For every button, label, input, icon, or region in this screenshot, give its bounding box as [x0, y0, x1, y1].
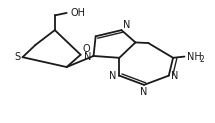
Text: N: N	[171, 71, 178, 81]
Text: S: S	[14, 52, 20, 62]
Text: N: N	[84, 52, 91, 62]
Text: 2: 2	[199, 54, 204, 64]
Text: O: O	[83, 44, 90, 54]
Text: OH: OH	[71, 8, 86, 18]
Text: NH: NH	[187, 52, 201, 62]
Text: N: N	[123, 20, 130, 30]
Text: N: N	[140, 87, 148, 97]
Text: N: N	[109, 71, 116, 81]
